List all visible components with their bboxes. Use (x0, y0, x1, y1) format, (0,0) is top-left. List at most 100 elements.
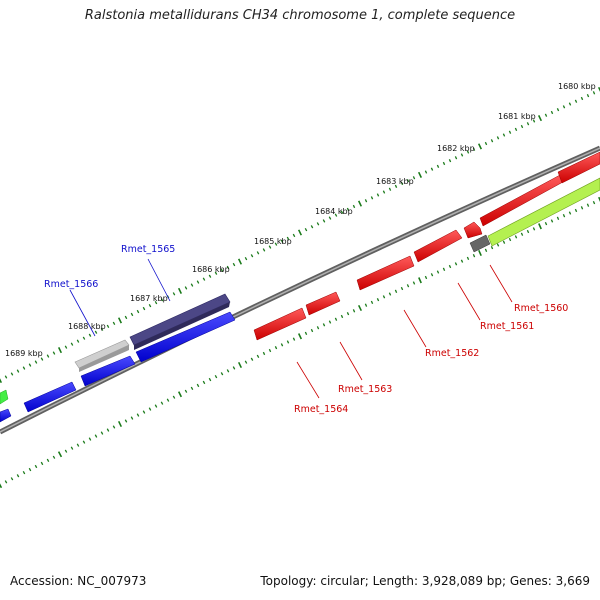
leader-line (69, 289, 96, 337)
scale-tick (592, 91, 596, 95)
gene-arrow-green[interactable] (487, 177, 600, 247)
gene-label[interactable]: Rmet_1563 (338, 384, 392, 395)
scale-tick (580, 206, 584, 210)
scale-tick (280, 239, 284, 243)
gene-arrow-red[interactable] (557, 151, 600, 184)
scale-tick (208, 377, 212, 382)
scale-tick (124, 315, 128, 320)
scale-tick (16, 369, 20, 373)
kbp-label: 1686 kbp (192, 265, 230, 274)
scale-tick (316, 326, 320, 330)
leader-line (147, 258, 171, 302)
scale-tick (184, 389, 188, 393)
kbp-label: 1687 kbp (130, 294, 168, 303)
gene-arrow-darkgray[interactable] (469, 234, 491, 253)
scale-tick (274, 242, 278, 246)
gene-arrow-red[interactable] (356, 255, 415, 291)
scale-tick (364, 303, 368, 307)
scale-tick (328, 320, 332, 324)
scale-tick (136, 309, 140, 314)
scale-tick (304, 331, 308, 336)
scale-tick (556, 216, 560, 220)
scale-tick (394, 289, 398, 293)
scale-tick (586, 203, 590, 207)
scale-tick (532, 227, 536, 231)
genome-summary-text: Topology: circular; Length: 3,928,089 bp… (260, 574, 590, 588)
scale-tick (472, 254, 476, 258)
gene-label[interactable]: Rmet_1561 (480, 321, 534, 332)
scale-tick (442, 267, 446, 271)
scale-tick (490, 139, 494, 143)
scale-tick (177, 287, 183, 294)
scale-tick (526, 229, 530, 234)
scale-tick (292, 233, 296, 238)
scale-tick (22, 366, 26, 370)
scale-tick (346, 207, 350, 211)
gene-arrow-red[interactable] (413, 229, 463, 263)
scale-tick (286, 236, 290, 240)
scale-tick (297, 229, 303, 236)
scale-tick (544, 221, 548, 226)
scale-tick (430, 167, 434, 171)
scale-tick (478, 249, 482, 257)
scale-tick (196, 383, 200, 388)
scale-tick (202, 277, 206, 281)
gene-arrow-gray-edge (79, 345, 129, 372)
map-title: Ralstonia metallidurans CH34 chromosome … (84, 8, 516, 23)
scale-tick (597, 86, 600, 92)
gene-arrow-blue[interactable] (0, 408, 12, 423)
scale-tick (346, 312, 350, 316)
scale-tick (124, 419, 128, 423)
scale-tick (526, 122, 530, 126)
kbp-label: 1683 kbp (376, 177, 414, 186)
gene-label[interactable]: Rmet_1560 (514, 303, 568, 314)
scale-tick (388, 292, 392, 296)
gene-label[interactable]: Rmet_1566 (44, 279, 98, 290)
scale-tick (568, 211, 572, 215)
scale-tick (16, 474, 20, 478)
gene-label[interactable]: Rmet_1564 (294, 404, 348, 415)
gene-arrow-red[interactable] (253, 307, 307, 341)
scale-tick (28, 467, 32, 472)
scale-tick (382, 295, 386, 299)
scale-tick (370, 196, 374, 200)
scale-tick (184, 286, 188, 290)
scale-tick (172, 292, 176, 296)
scale-tick (57, 451, 63, 458)
gene-arrow-red[interactable] (463, 221, 483, 239)
scale-tick (214, 271, 218, 275)
scale-tick (46, 458, 50, 462)
scale-tick (166, 398, 170, 402)
scale-tick (514, 235, 518, 239)
scale-tick (94, 434, 98, 438)
scale-tick (574, 99, 578, 103)
scale-tick (394, 184, 398, 188)
gene-arrow-blue[interactable] (80, 355, 136, 387)
scale-tick (64, 345, 68, 349)
gene-label[interactable]: Rmet_1565 (121, 244, 175, 255)
scale-tick (598, 196, 600, 203)
gene-arrow-blue[interactable] (135, 311, 236, 363)
scale-tick (592, 200, 596, 205)
scale-tick (76, 339, 80, 343)
scale-tick (580, 96, 584, 101)
scale-tick (34, 360, 38, 364)
scale-tick (250, 254, 254, 258)
scale-tick (148, 304, 152, 308)
gene-arrow-green-small[interactable] (0, 389, 9, 405)
gene-arrow-blue[interactable] (23, 381, 77, 413)
scale-tick (286, 340, 290, 344)
scale-tick (70, 446, 74, 450)
scale-tick (112, 425, 116, 429)
gene-label[interactable]: Rmet_1562 (425, 348, 479, 359)
scale-tick (322, 323, 326, 327)
kbp-label: 1688 kbp (68, 322, 106, 331)
backbone-inner (0, 147, 600, 433)
kbp-label: 1685 kbp (254, 237, 292, 246)
scale-tick (490, 245, 494, 250)
scale-tick (202, 380, 206, 385)
scale-tick (400, 181, 404, 186)
gene-arrow-red[interactable] (305, 291, 341, 316)
scale-tick (297, 333, 303, 340)
